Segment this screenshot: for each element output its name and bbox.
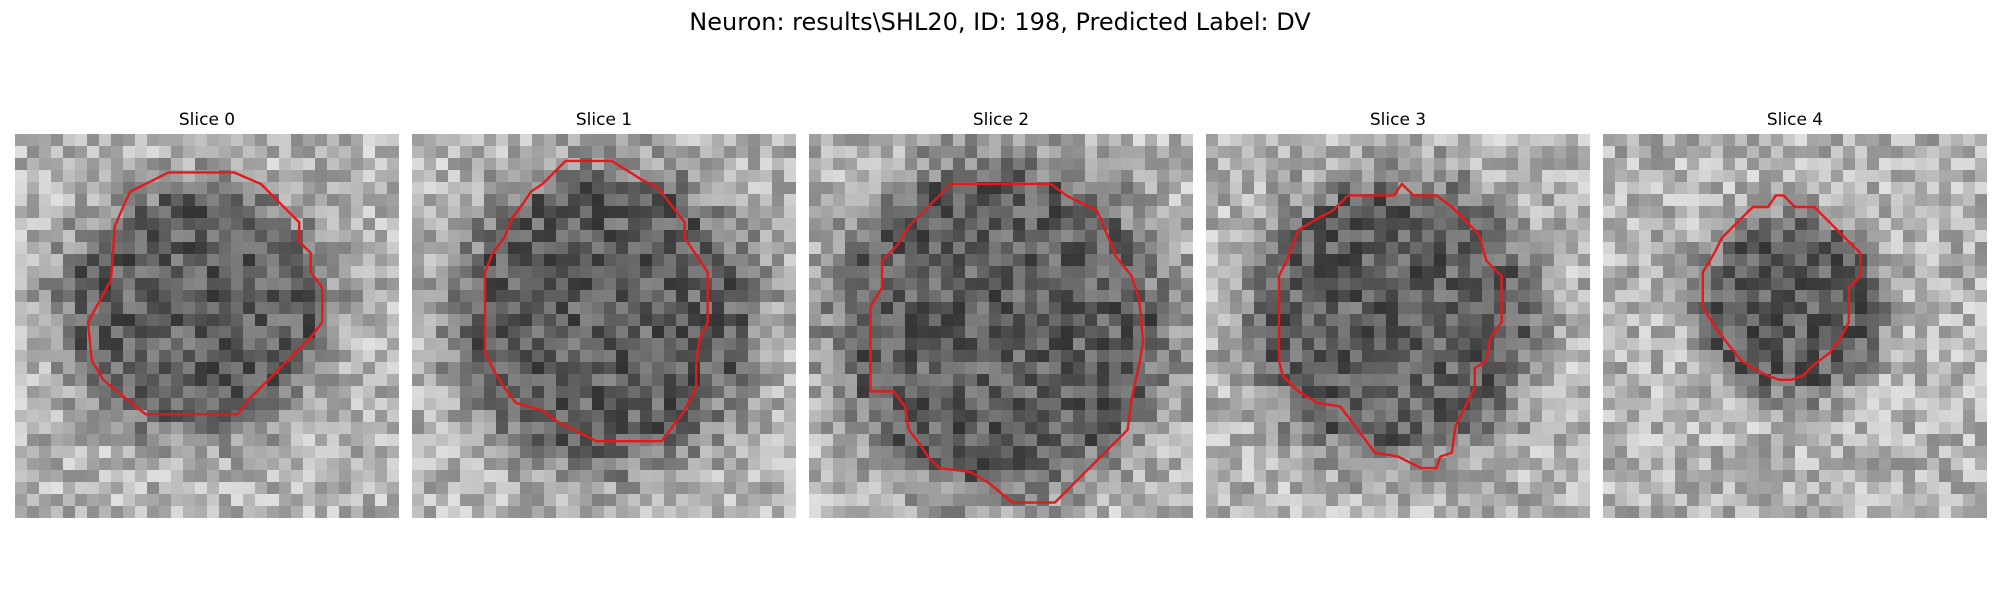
pixel-grid [15, 134, 399, 518]
pixel-grid [412, 134, 796, 518]
slice-title: Slice 1 [575, 110, 633, 130]
slice-image [809, 134, 1193, 518]
slice-title: Slice 3 [1369, 110, 1427, 130]
neuron-contour [869, 182, 1145, 504]
slice-panel-1: Slice 1 [412, 108, 796, 518]
slice-panel-2: Slice 2 [809, 108, 1193, 518]
neuron-contour [1277, 182, 1503, 470]
slice-image [412, 134, 796, 518]
neuron-contour [1701, 194, 1862, 382]
slice-image [1206, 134, 1590, 518]
pixel-grid [1206, 134, 1590, 518]
slice-title: Slice 0 [178, 110, 236, 130]
pixel-grid [809, 134, 1193, 518]
slice-panel-0: Slice 0 [15, 108, 399, 518]
slice-svg [1603, 134, 1987, 518]
slice-title: Slice 2 [972, 110, 1030, 130]
slice-panel-3: Slice 3 [1206, 108, 1590, 518]
slice-image [15, 134, 399, 518]
slice-svg [1206, 134, 1590, 518]
slice-svg [809, 134, 1193, 518]
slice-svg [412, 134, 796, 518]
pixel-grid [1603, 134, 1987, 518]
slice-title: Slice 4 [1766, 110, 1824, 130]
figure-title: Neuron: results\SHL20, ID: 198, Predicte… [689, 8, 1311, 36]
slice-panel-4: Slice 4 [1603, 108, 1987, 518]
neuron-contour [483, 159, 709, 443]
slice-image [1603, 134, 1987, 518]
neuron-contour [86, 171, 324, 416]
slice-svg [15, 134, 399, 518]
